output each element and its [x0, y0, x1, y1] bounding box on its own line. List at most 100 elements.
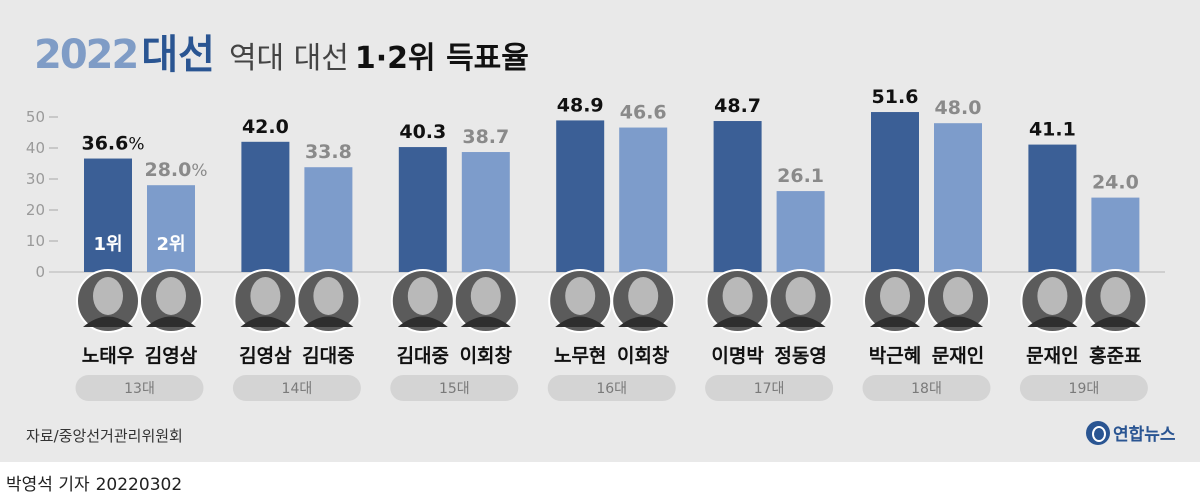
y-tick-label: 30: [26, 170, 45, 188]
page-title: 2022 대선 역대 대선 1·2위 득표율: [34, 22, 529, 80]
candidate-shoulders: [146, 316, 196, 327]
candidate-shoulders: [933, 316, 983, 327]
candidate-face: [156, 277, 186, 315]
title-subtitle-light: 역대 대선: [228, 41, 349, 76]
bar: [147, 185, 195, 272]
candidate-name: 이회창: [617, 345, 670, 367]
data-label: 33.8: [305, 141, 352, 163]
bar: [84, 158, 132, 272]
title-year: 2022: [34, 32, 139, 78]
candidate-name: 이명박: [711, 345, 764, 367]
data-label: 28.0%: [144, 159, 207, 181]
y-tick-label: 40: [26, 139, 45, 157]
bar: [871, 112, 919, 272]
candidate-name: 박근혜: [869, 345, 921, 367]
source-note: 자료/중앙선거관리위원회: [26, 427, 183, 445]
bar: [776, 191, 825, 272]
election-label: 13대: [124, 381, 155, 397]
bar: [619, 127, 668, 272]
rank-label: 2위: [156, 234, 185, 255]
candidate-name: 노태우: [82, 345, 134, 367]
candidate-face: [93, 277, 123, 315]
candidate-shoulders: [460, 316, 511, 327]
election-pill: [390, 375, 519, 401]
election-label: 17대: [754, 381, 785, 397]
candidate-shoulders: [1090, 316, 1141, 327]
data-label: 24.0: [1092, 172, 1139, 194]
candidate-face: [785, 277, 816, 315]
candidate-face: [1100, 277, 1131, 315]
candidate-shoulders: [240, 316, 291, 327]
y-tick-label: 10: [26, 232, 45, 250]
candidate-face: [943, 277, 973, 315]
y-tick-label: 20: [26, 201, 45, 219]
election-pill: [232, 375, 361, 401]
candidate-shoulders: [303, 316, 354, 327]
bar: [934, 123, 982, 272]
percent-sign: %: [191, 161, 207, 181]
election-label: 14대: [282, 381, 313, 397]
logo-text: 연합뉴스: [1113, 425, 1176, 445]
candidate-name: 김대중: [302, 345, 354, 367]
candidate-name: 김대중: [397, 345, 449, 367]
reporter-name: 박영석 기자: [6, 475, 90, 495]
candidate-name: 정동영: [774, 345, 826, 367]
candidate-shoulders: [618, 316, 669, 327]
yonhap-logo-icon: [1086, 420, 1110, 445]
byline: 박영석 기자 20220302: [6, 470, 182, 495]
data-label: 51.6: [872, 86, 919, 108]
candidate-face: [250, 277, 281, 315]
candidate-name: 노무현: [554, 345, 606, 367]
data-label: 42.0: [242, 116, 289, 138]
data-label: 36.6%: [81, 133, 144, 155]
election-label: 18대: [911, 381, 942, 397]
candidate-face: [565, 277, 596, 315]
candidate-shoulders: [555, 316, 606, 327]
candidate-shoulders: [397, 316, 448, 327]
data-label: 38.7: [462, 126, 509, 148]
candidate-face: [470, 277, 501, 315]
candidate-face: [1037, 277, 1068, 315]
candidate-shoulders: [775, 316, 826, 327]
data-label: 40.3: [399, 121, 446, 143]
bar: [461, 152, 510, 272]
bar: [241, 141, 290, 272]
candidate-name: 문재인: [932, 345, 984, 367]
candidate-face: [880, 277, 910, 315]
data-label: 48.0: [935, 97, 982, 119]
election-label: 16대: [596, 381, 627, 397]
candidate-shoulders: [1027, 316, 1078, 327]
title-name: 대선: [141, 32, 215, 78]
data-label: 48.9: [557, 94, 604, 116]
candidate-face: [628, 277, 659, 315]
candidate-name: 문재인: [1026, 345, 1078, 367]
candidate-shoulders: [712, 316, 763, 327]
bar: [556, 120, 605, 272]
rank-label: 1위: [93, 234, 122, 255]
bar: [1028, 144, 1077, 272]
bar: [398, 147, 447, 272]
candidate-name: 홍준표: [1089, 344, 1141, 367]
data-label: 41.1: [1029, 119, 1076, 141]
candidate-shoulders: [83, 316, 133, 327]
election-pill: [547, 375, 676, 401]
bar: [1091, 197, 1140, 272]
candidate-name: 김영삼: [145, 345, 198, 367]
candidate-face: [722, 277, 753, 315]
election-pill: [1019, 375, 1148, 401]
candidate-name: 이회창: [460, 345, 513, 367]
data-label: 46.6: [620, 102, 667, 124]
bar: [304, 167, 353, 272]
election-pill: [705, 375, 834, 401]
election-pill: [862, 375, 991, 401]
candidate-name: 김영삼: [239, 345, 292, 367]
yonhap-logo: 연합뉴스: [1086, 420, 1176, 445]
y-tick-label: 0: [35, 263, 45, 281]
title-subtitle-bold: 1·2위 득표율: [354, 41, 529, 76]
infographic-panel: 2022 대선 역대 대선 1·2위 득표율 0 10 20 30 40 50 36.6% 1위 노태…: [0, 0, 1200, 462]
election-pill: [75, 375, 204, 401]
election-label: 19대: [1069, 381, 1100, 397]
percent-sign: %: [128, 135, 144, 155]
candidate-shoulders: [870, 316, 920, 327]
